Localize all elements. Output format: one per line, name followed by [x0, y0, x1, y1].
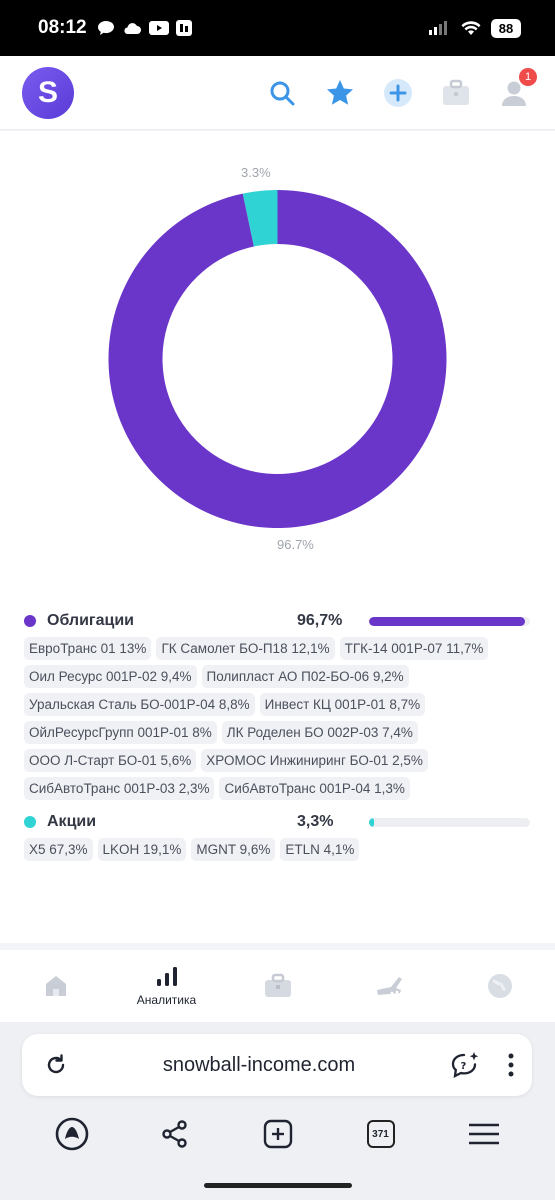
- holding-chip[interactable]: ЛК Роделен БО 002Р-03 7,4%: [221, 721, 418, 744]
- new-tab-button[interactable]: [258, 1114, 298, 1154]
- plus-square-icon: [263, 1119, 292, 1149]
- briefcase-icon: [264, 973, 291, 997]
- legend-progress-track: [369, 616, 530, 626]
- portfolio-button[interactable]: [441, 78, 471, 108]
- holding-chip[interactable]: ЕвроТранс 01 13%: [24, 637, 152, 660]
- status-notification-icons: [97, 20, 192, 36]
- header-actions: 1: [267, 67, 537, 108]
- status-bar: 08:12 88: [0, 0, 555, 56]
- holding-chip[interactable]: ОйлРесурсГрупп 001Р-01 8%: [24, 721, 217, 744]
- holdings-chip-list: X5 67,3% LKOH 19,1% MGNT 9,6% ETLN 4,1%: [24, 838, 534, 861]
- legend-dot: [24, 615, 36, 627]
- cloud-icon: [124, 23, 141, 34]
- menu-button[interactable]: [464, 1114, 504, 1154]
- more-vertical-icon[interactable]: [508, 1053, 514, 1077]
- donut-label-stocks: 3.3%: [241, 165, 271, 180]
- nav-analytics[interactable]: Аналитика: [111, 950, 222, 1022]
- wifi-icon: [461, 20, 481, 35]
- legend-category-name: Облигации: [47, 612, 134, 629]
- nav-portfolio[interactable]: [222, 950, 333, 1022]
- legend-category-percent: 3,3%: [297, 813, 334, 830]
- plus-circle-icon: [384, 78, 412, 107]
- status-time: 08:12: [38, 17, 87, 38]
- nav-explore[interactable]: [444, 950, 555, 1022]
- donut-chart: 3.3% 96.7%: [0, 131, 555, 591]
- nav-analytics-label: Аналитика: [136, 993, 197, 1007]
- analytics-icon: [156, 967, 177, 986]
- holding-chip[interactable]: Уральская Сталь БО-001Р-04 8,8%: [24, 693, 255, 716]
- legend-category-percent: 96,7%: [297, 612, 343, 629]
- holding-chip[interactable]: X5 67,3%: [24, 838, 93, 861]
- holding-chip[interactable]: LKOH 19,1%: [97, 838, 187, 861]
- holding-chip[interactable]: ТГК-14 001Р-07 11,7%: [339, 637, 489, 660]
- hamburger-menu-icon: [468, 1123, 499, 1145]
- address-bar-actions: ?: [450, 1051, 514, 1079]
- legend-category-row[interactable]: Облигации 96,7%: [24, 609, 534, 633]
- battery-indicator: 88: [491, 18, 521, 38]
- holding-chip[interactable]: СибАвтоТранс 001Р-04 1,3%: [219, 777, 410, 800]
- globe-icon: [487, 974, 512, 998]
- reload-icon[interactable]: [44, 1053, 68, 1077]
- svg-text:?: ?: [461, 1061, 467, 1072]
- assistant-icon[interactable]: ?: [450, 1051, 480, 1079]
- app-header: S 1: [0, 56, 555, 130]
- legend-progress-fill: [369, 616, 525, 626]
- analytics-content: 3.3% 96.7% Облигации 96,7% ЕвроТранс 01 13…: [0, 131, 555, 943]
- holding-chip[interactable]: ООО Л-Старт БО-01 5,6%: [24, 749, 197, 772]
- holding-chip[interactable]: MGNT 9,6%: [191, 838, 276, 861]
- search-button[interactable]: [267, 78, 297, 108]
- home-icon: [45, 976, 66, 996]
- home-indicator: [204, 1183, 352, 1188]
- alice-icon: [55, 1117, 88, 1151]
- legend-dot: [24, 816, 36, 828]
- status-right: 88: [429, 18, 521, 38]
- holding-chip[interactable]: Полипласт АО П02-БО-06 9,2%: [201, 665, 409, 688]
- holding-chip[interactable]: Инвест КЦ 001Р-01 8,7%: [259, 693, 426, 716]
- nav-home[interactable]: [0, 950, 111, 1022]
- legend-category-name: Акции: [47, 813, 97, 830]
- briefcase-icon: [443, 79, 469, 105]
- holdings-chip-list: ЕвроТранс 01 13% ГК Самолет БО-П18 12,1% Т…: [24, 637, 534, 800]
- holding-chip[interactable]: Оил Ресурс 001Р-02 9,4%: [24, 665, 197, 688]
- bottom-navigation: Аналитика: [0, 950, 555, 1022]
- app-icon: [175, 20, 192, 36]
- tabs-button[interactable]: 371: [361, 1114, 401, 1154]
- signal-icon: [429, 21, 447, 35]
- donut-svg: [108, 190, 447, 528]
- address-bar[interactable]: snowball-income.com ?: [22, 1034, 532, 1096]
- favorites-button[interactable]: [325, 78, 355, 108]
- notification-badge: 1: [519, 67, 537, 86]
- share-icon: [161, 1120, 187, 1148]
- browser-toolbar: 371: [0, 1114, 555, 1154]
- donut-label-bonds: 96.7%: [277, 537, 314, 552]
- profile-button[interactable]: 1: [499, 67, 537, 108]
- url-text[interactable]: snowball-income.com: [162, 1053, 356, 1076]
- browser-chrome: snowball-income.com ? 371: [0, 1022, 555, 1200]
- app-logo[interactable]: S: [22, 66, 74, 119]
- nav-tools[interactable]: [333, 950, 444, 1022]
- add-button[interactable]: [383, 78, 413, 108]
- holding-chip[interactable]: СибАвтоТранс 001Р-03 2,3%: [24, 777, 215, 800]
- donut-slice-stocks[interactable]: [242, 190, 278, 247]
- alice-button[interactable]: [52, 1114, 92, 1154]
- legend-progress-fill: [369, 817, 375, 827]
- chat-bubble-icon: [97, 21, 114, 35]
- user-icon: [502, 81, 526, 106]
- search-icon: [270, 81, 295, 105]
- ski-icon: [376, 977, 402, 995]
- star-icon: [327, 79, 353, 105]
- tab-count: 371: [366, 1120, 395, 1148]
- legend-category-row[interactable]: Акции 3,3%: [24, 810, 534, 834]
- allocation-legend: Облигации 96,7% ЕвроТранс 01 13% ГК Самолет…: [24, 609, 534, 871]
- donut-slice-bonds[interactable]: [108, 190, 447, 528]
- legend-progress-track: [369, 817, 530, 827]
- youtube-icon: [148, 21, 169, 35]
- holding-chip[interactable]: ETLN 4,1%: [280, 838, 360, 861]
- holding-chip[interactable]: ГК Самолет БО-П18 12,1%: [156, 637, 335, 660]
- holding-chip[interactable]: ХРОМОС Инжиниринг БО-01 2,5%: [201, 749, 428, 772]
- logo-letter: S: [37, 75, 58, 109]
- share-button[interactable]: [155, 1114, 195, 1154]
